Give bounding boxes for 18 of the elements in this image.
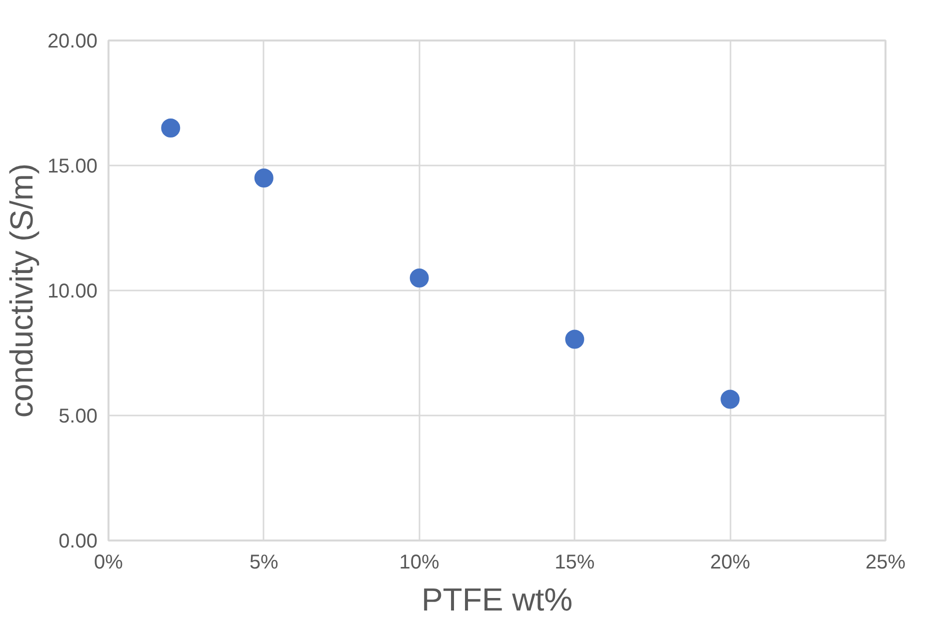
- y-tick-label: 15.00: [47, 156, 98, 178]
- y-axis-title: conductivity (S/m): [3, 163, 40, 418]
- x-tick-label: 20%: [710, 552, 750, 574]
- point: [254, 168, 274, 188]
- y-tick-label: 10.00: [47, 280, 98, 302]
- y-tick-label: 5.00: [58, 406, 98, 428]
- x-tick-label: 0%: [94, 552, 124, 574]
- point: [720, 390, 740, 409]
- x-axis-title: PTFE wt%: [421, 582, 573, 618]
- point: [161, 118, 180, 138]
- x-tick-label: 5%: [249, 552, 279, 574]
- point: [410, 268, 429, 288]
- x-tick-label: 15%: [554, 552, 595, 574]
- point: [565, 330, 584, 349]
- y-tick-label: 20.00: [47, 30, 98, 52]
- y-tick-label: 0.00: [58, 530, 98, 552]
- x-tick-label: 10%: [399, 552, 440, 574]
- x-tick-label: 25%: [865, 552, 906, 574]
